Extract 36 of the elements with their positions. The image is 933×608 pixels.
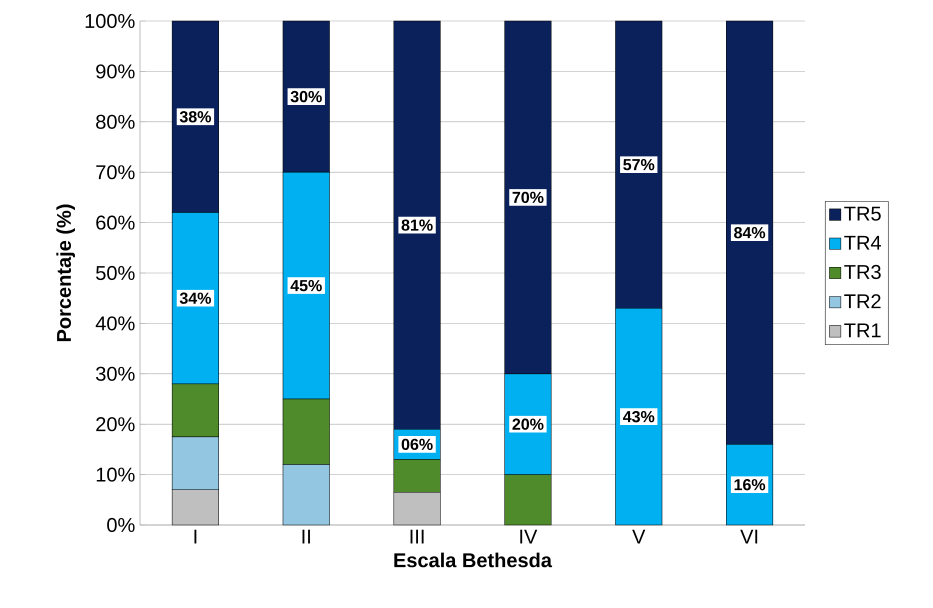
x-axis-title: Escala Bethesda: [394, 552, 552, 568]
y-tick-label: 10%: [96, 468, 135, 482]
data-label: 06%: [402, 438, 433, 450]
y-tick-label: 100%: [86, 14, 135, 28]
legend-label: TR2: [844, 294, 881, 308]
data-label: 81%: [402, 219, 433, 231]
x-tick-label: I: [194, 530, 196, 544]
y-tick-label: 30%: [96, 366, 135, 381]
data-label: 70%: [512, 192, 544, 204]
y-tick-label: 70%: [96, 165, 135, 180]
y-tick-label: 20%: [96, 417, 135, 432]
data-label: 38%: [180, 111, 211, 122]
data-label: 57%: [623, 159, 654, 170]
data-label: 43%: [622, 410, 654, 422]
y-tick-label: 80%: [96, 114, 135, 129]
legend-label: TR4: [844, 236, 881, 250]
data-label: 30%: [290, 90, 322, 102]
x-tick-label: VI: [740, 530, 758, 544]
x-tick-label: IV: [520, 530, 538, 544]
x-tick-label: II: [302, 530, 310, 544]
legend-label: TR5: [844, 206, 881, 221]
y-axis-title: Porcentaje (%): [56, 204, 75, 342]
data-label: 20%: [512, 418, 544, 430]
data-label: 16%: [734, 479, 766, 490]
data-label: 34%: [180, 292, 211, 304]
x-tick-label: III: [410, 530, 424, 544]
data-label: 84%: [734, 227, 766, 238]
x-tick-label: V: [632, 530, 646, 544]
y-tick-label: 50%: [96, 266, 135, 280]
y-tick-label: 90%: [96, 64, 135, 78]
legend-label: TR1: [844, 324, 881, 338]
y-tick-label: 40%: [96, 316, 135, 330]
y-tick-label: 60%: [96, 216, 135, 230]
data-label: 45%: [290, 280, 322, 292]
legend-label: TR3: [844, 264, 881, 280]
y-tick-label: 0%: [107, 518, 135, 532]
